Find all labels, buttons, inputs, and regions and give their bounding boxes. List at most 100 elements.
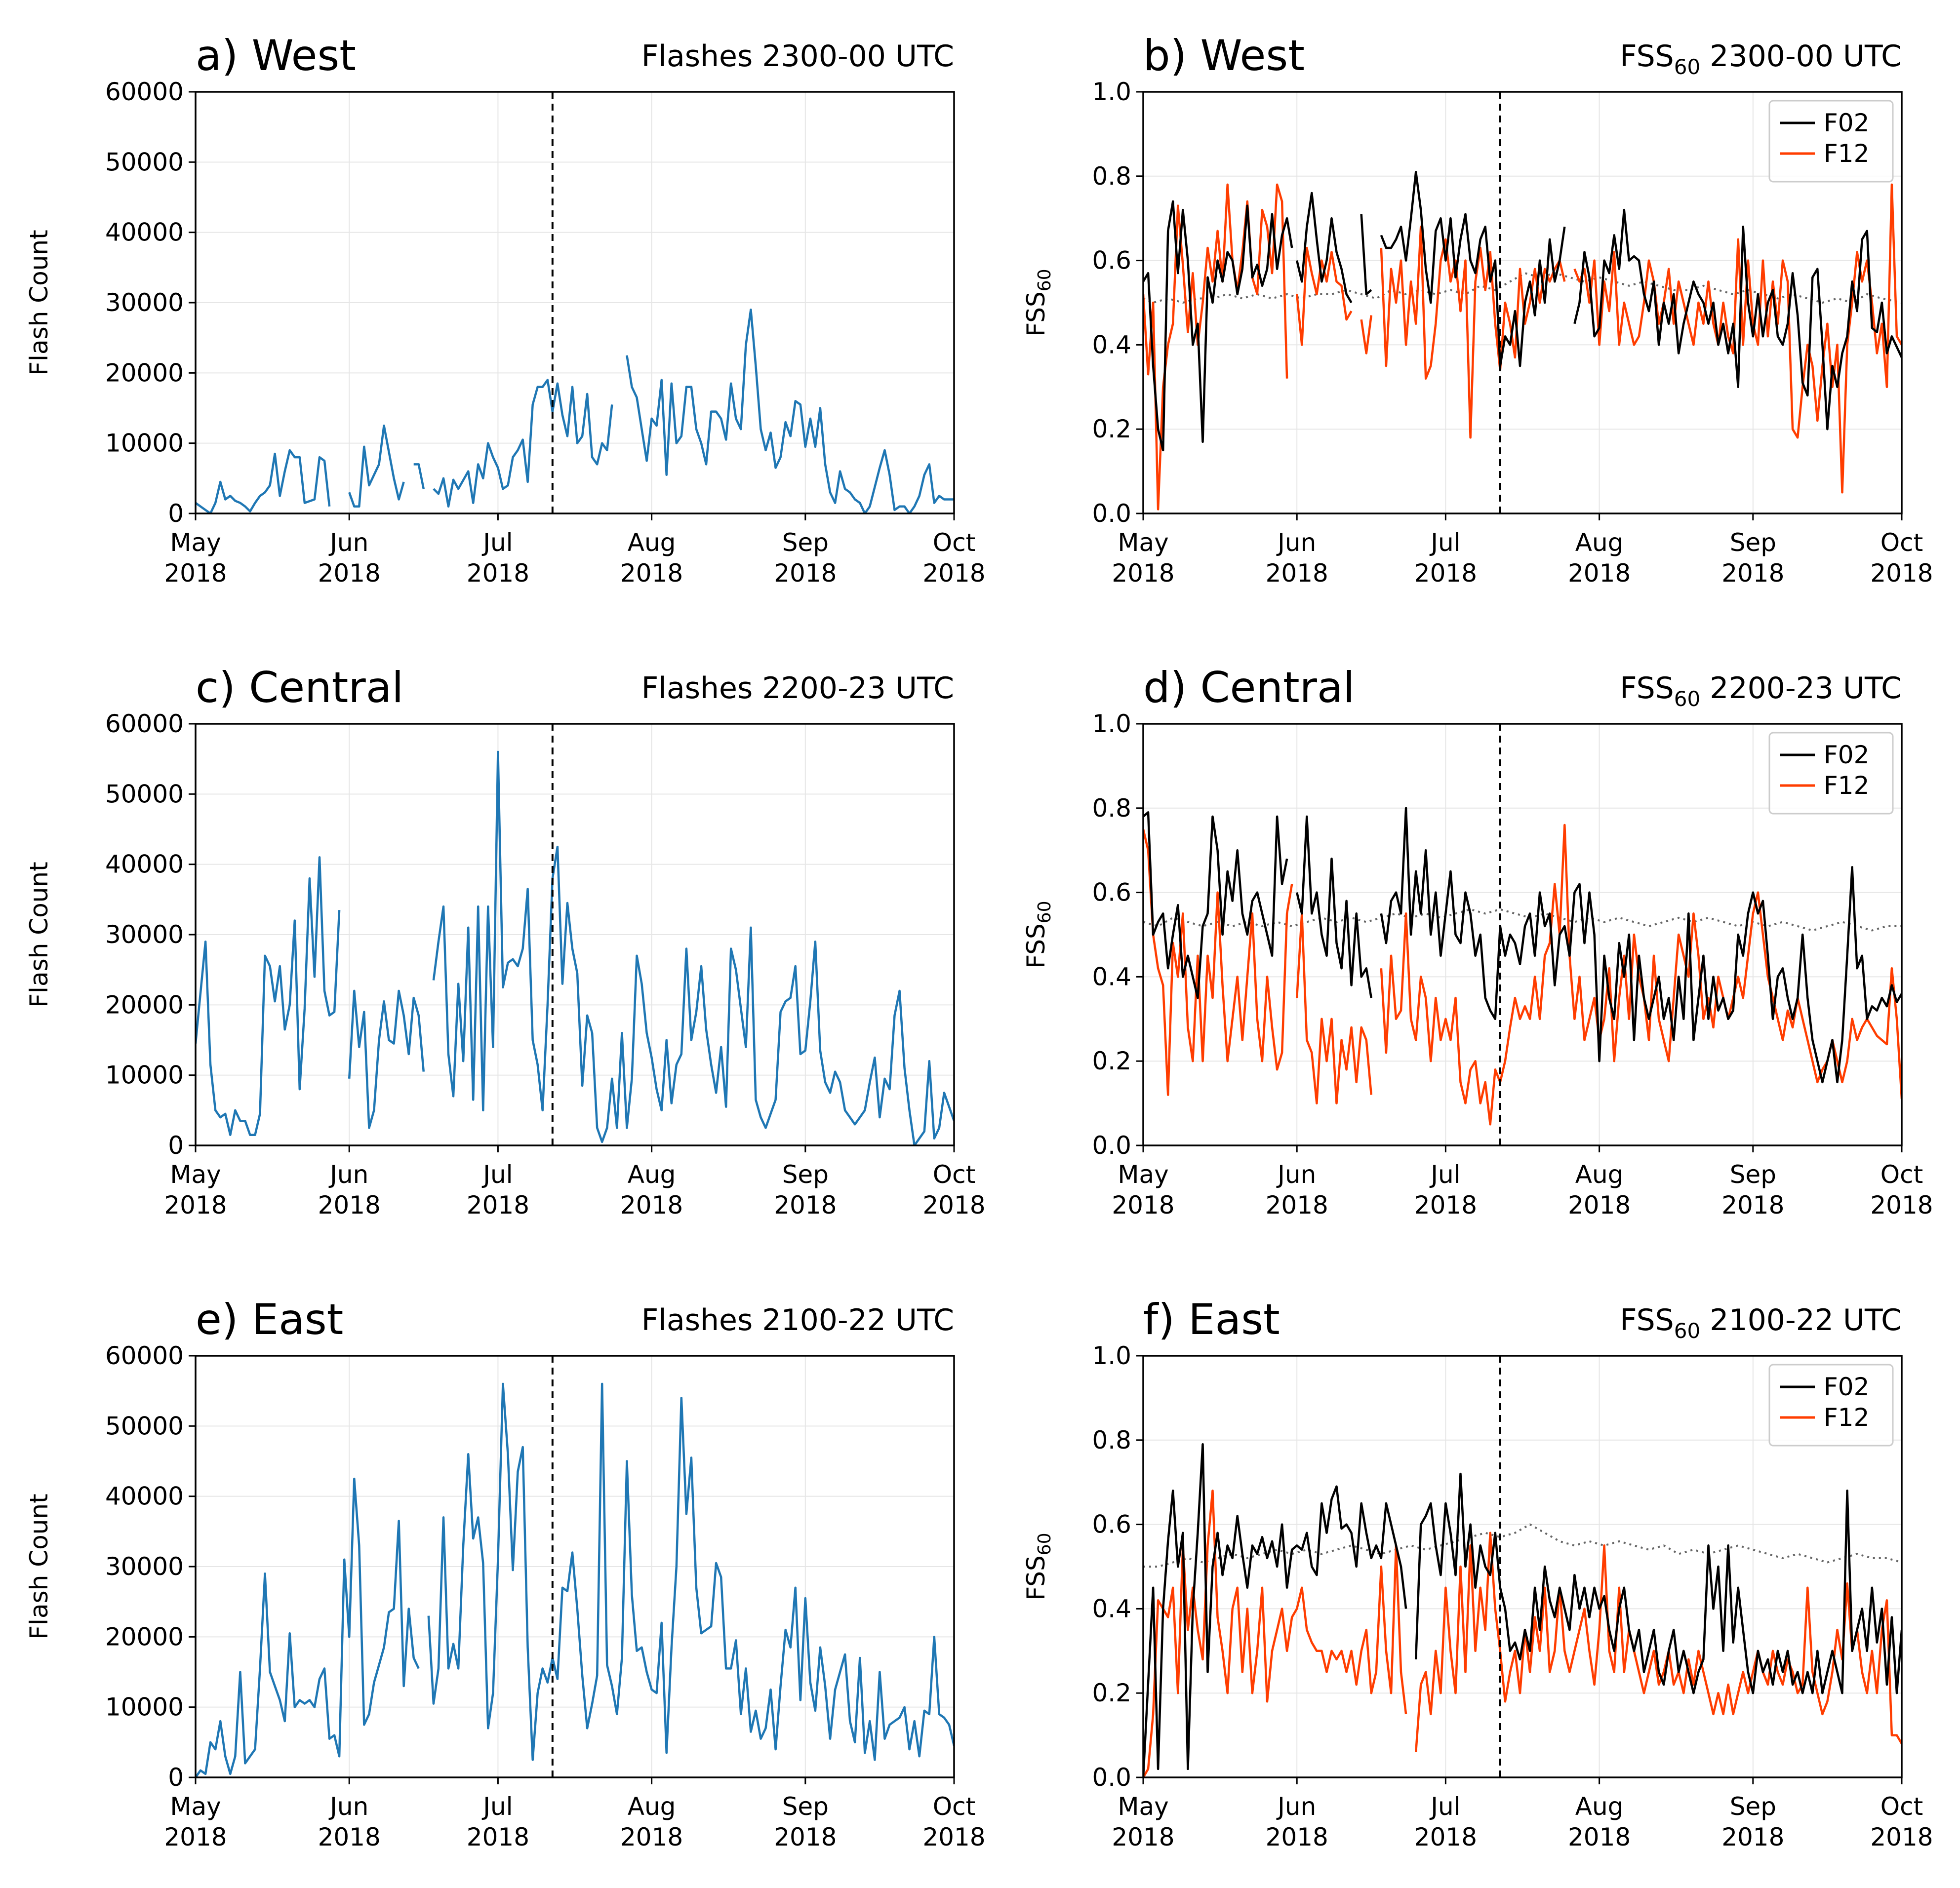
x-tick-label-4: Sep 2018 [1721, 1792, 1784, 1851]
x-tick-label-3: Aug 2018 [620, 1160, 683, 1219]
x-tick-label-3: Aug 2018 [620, 528, 683, 588]
y-tick-label-4: 0.8 [1092, 1426, 1131, 1455]
y-tick-label-0: 0.0 [1092, 499, 1131, 528]
legend-label-f02: F02 [1824, 1373, 1869, 1401]
y-tick-label-1: 10000 [105, 429, 184, 458]
x-tick-label-5: Oct 2018 [922, 1160, 985, 1219]
y-tick-label-3: 0.6 [1092, 1510, 1131, 1539]
y-tick-label-6: 60000 [105, 1341, 184, 1370]
legend-box [1768, 1364, 1894, 1447]
x-tick-label-5: Oct 2018 [1870, 528, 1933, 588]
y-tick-label-3: 30000 [105, 920, 184, 949]
legend-box [1768, 100, 1894, 183]
plot-area [196, 308, 954, 513]
x-tick-label-2: Jul 2018 [467, 1792, 529, 1851]
panel-title: d) Central [1143, 663, 1355, 712]
x-tick-label-4: Sep 2018 [774, 528, 837, 588]
panel-subtitle: FSS60 2100-22 UTC [1620, 1303, 1902, 1343]
y-tick-label-6: 60000 [105, 709, 184, 738]
x-tick-label-1: Jun 2018 [318, 528, 381, 588]
panel-title: b) West [1143, 31, 1305, 80]
y-tick-label-3: 0.6 [1092, 246, 1131, 275]
x-tick-label-3: Aug 2018 [1568, 1160, 1631, 1219]
x-tick-label-0: May 2018 [164, 528, 227, 588]
series-flash-line [196, 1382, 954, 1777]
series-f12-line [1143, 1490, 1902, 1777]
y-axis-label: Flash Count [25, 862, 53, 1007]
axes-frame [1142, 91, 1903, 514]
plot-area [196, 1382, 954, 1777]
y-tick-label-0: 0.0 [1092, 1763, 1131, 1792]
legend-label-f02: F02 [1824, 109, 1869, 137]
x-tick-label-1: Jun 2018 [1266, 1792, 1328, 1851]
x-tick-label-2: Jul 2018 [1414, 1160, 1477, 1219]
y-tick-label-4: 0.8 [1092, 162, 1131, 191]
x-tick-label-5: Oct 2018 [922, 528, 985, 588]
x-tick-label-4: Sep 2018 [1721, 528, 1784, 588]
y-tick-label-4: 40000 [105, 218, 184, 247]
x-tick-label-2: Jul 2018 [467, 528, 529, 588]
panel-b: 0.0 0.2 0.4 0.6 0.8 1.0 May 2018 Jun 2018 Jul 2018 A… [1022, 31, 1933, 588]
y-tick-label-1: 0.2 [1092, 1679, 1131, 1707]
y-tick-label-1: 0.2 [1092, 1047, 1131, 1075]
y-tick-label-5: 50000 [105, 780, 184, 808]
y-tick-label-2: 20000 [105, 1622, 184, 1651]
x-tick-label-2: Jul 2018 [1414, 1792, 1477, 1851]
y-tick-label-2: 20000 [105, 358, 184, 387]
panel-subtitle: Flashes 2200-23 UTC [641, 671, 954, 706]
y-tick-label-0: 0 [168, 499, 184, 528]
legend-label-f12: F12 [1824, 1403, 1869, 1432]
plot-area [1143, 807, 1902, 1126]
x-tick-label-0: May 2018 [1112, 1792, 1174, 1851]
y-tick-label-3: 30000 [105, 1552, 184, 1581]
y-axis-label: Flash Count [25, 230, 53, 375]
plot-area [1143, 171, 1902, 511]
series-f12-line [1143, 824, 1902, 1126]
panel-d: 0.0 0.2 0.4 0.6 0.8 1.0 May 2018 Jun 2018 Jul 2018 A… [1022, 663, 1933, 1219]
y-tick-label-4: 40000 [105, 850, 184, 879]
y-tick-label-0: 0 [168, 1763, 184, 1792]
y-tick-label-4: 40000 [105, 1482, 184, 1511]
x-tick-label-0: May 2018 [164, 1160, 227, 1219]
series-flash-line [196, 750, 954, 1145]
y-axis-label: FSS60 [1022, 1533, 1055, 1600]
x-tick-label-3: Aug 2018 [1568, 528, 1631, 588]
legend-label-f12: F12 [1824, 139, 1869, 168]
x-tick-label-4: Sep 2018 [774, 1160, 837, 1219]
y-tick-label-2: 0.4 [1092, 1594, 1131, 1623]
series-f02-line [1143, 1443, 1902, 1777]
panel-title: c) Central [196, 663, 403, 712]
y-tick-label-4: 0.8 [1092, 794, 1131, 823]
series-climatology-line [1143, 1523, 1902, 1568]
x-tick-label-5: Oct 2018 [1870, 1792, 1933, 1851]
x-tick-label-2: Jul 2018 [1414, 528, 1477, 588]
y-tick-label-3: 30000 [105, 288, 184, 317]
panel-subtitle: FSS60 2200-23 UTC [1620, 671, 1902, 711]
x-tick-label-3: Aug 2018 [1568, 1792, 1631, 1851]
panel-title: e) East [196, 1295, 343, 1344]
plot-area [196, 750, 954, 1145]
y-tick-label-5: 50000 [105, 148, 184, 176]
panel-title: a) West [196, 31, 356, 80]
panel-f: 0.0 0.2 0.4 0.6 0.8 1.0 May 2018 Jun 2018 Jul 2018 A… [1022, 1295, 1933, 1851]
y-tick-label-1: 10000 [105, 1061, 184, 1090]
y-tick-label-1: 0.2 [1092, 415, 1131, 443]
y-tick-label-2: 0.4 [1092, 330, 1131, 359]
panel-subtitle: FSS60 2300-00 UTC [1620, 39, 1902, 79]
y-axis-label: FSS60 [1022, 269, 1055, 336]
legend-box [1768, 732, 1894, 815]
y-tick-label-0: 0.0 [1092, 1131, 1131, 1160]
series-f02-line [1143, 807, 1902, 1084]
panel-subtitle: Flashes 2100-22 UTC [641, 1303, 954, 1337]
series-flash-line [196, 308, 954, 513]
y-tick-label-5: 1.0 [1092, 78, 1131, 106]
panel-e: 0 10000 20000 30000 40000 50000 60000 May 2018 Ju… [25, 1295, 986, 1851]
panel-a: 0 10000 20000 30000 40000 50000 60000 May 2018 Ju… [25, 31, 986, 588]
y-tick-label-1: 10000 [105, 1693, 184, 1722]
panel-title: f) East [1143, 1295, 1280, 1344]
x-tick-label-2: Jul 2018 [467, 1160, 529, 1219]
x-tick-label-1: Jun 2018 [1266, 1160, 1328, 1219]
